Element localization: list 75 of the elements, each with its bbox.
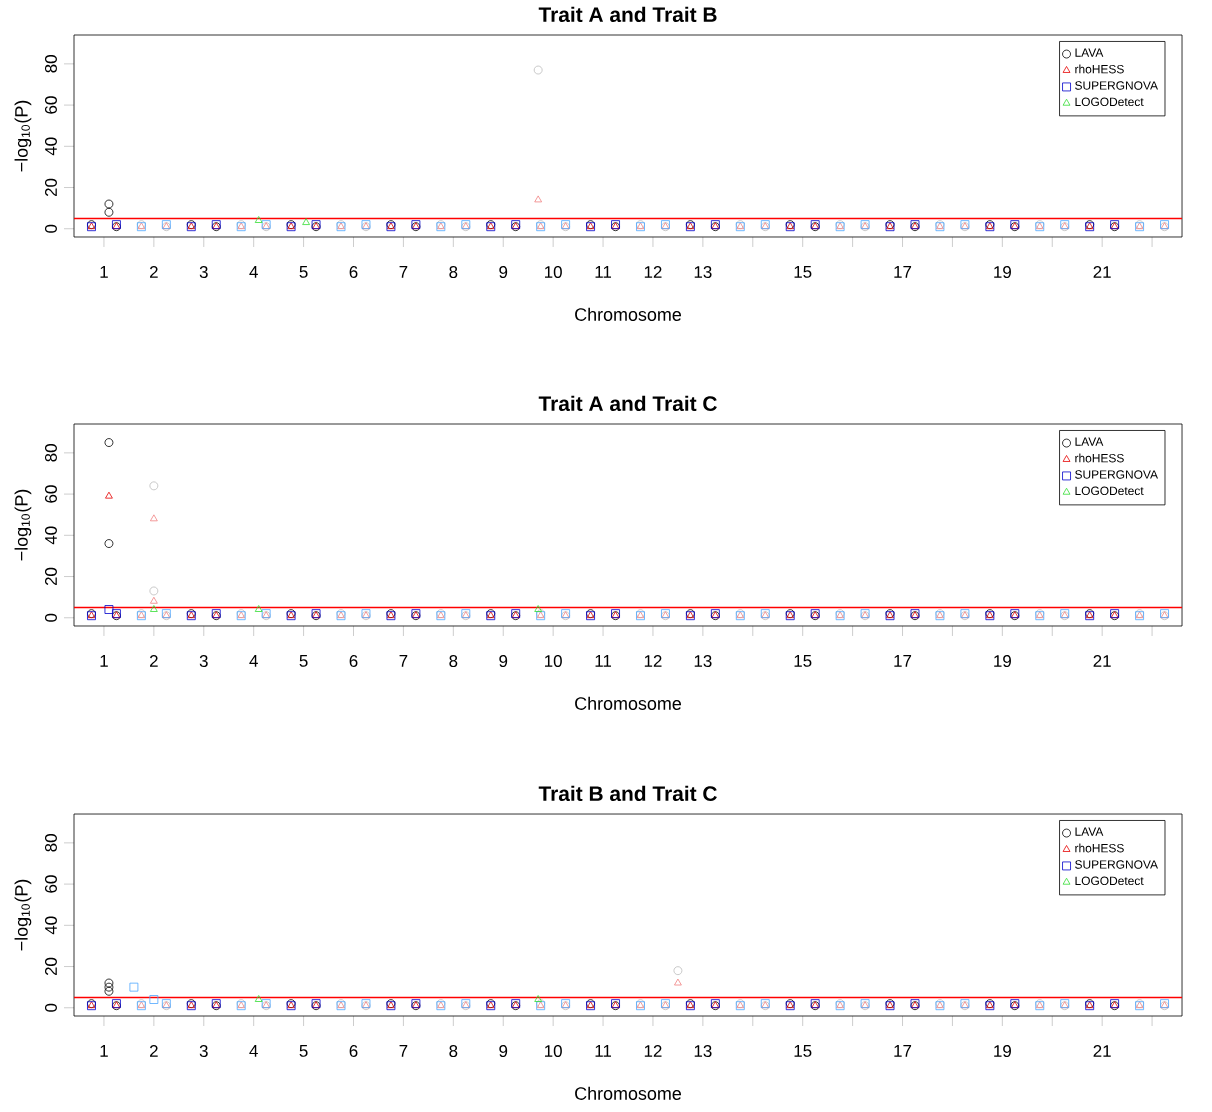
y-tick-label: 60 [44, 875, 57, 893]
y-tick-label: 60 [44, 96, 57, 114]
x-tick-label: 9 [499, 655, 508, 668]
x-tick-label: 17 [894, 266, 912, 278]
chart-title: Trait A and Trait B [538, 6, 717, 23]
x-tick-label: 9 [499, 266, 508, 279]
x-tick-label: 12 [644, 266, 662, 278]
x-tick-label: 10 [545, 655, 562, 668]
x-tick-label: 4 [249, 1045, 258, 1057]
x-tick-label: 17 [894, 1045, 912, 1057]
chart-title: Trait A and Trait C [538, 395, 717, 412]
x-tick-label: 19 [994, 1045, 1011, 1058]
x-tick-label: 4 [249, 655, 258, 667]
x-tick-label: 7 [399, 655, 408, 667]
y-axis-title: −log$_{10}$(P) [14, 489, 32, 561]
x-tick-label: 6 [349, 655, 358, 668]
x-tick-label: 15 [794, 655, 812, 667]
y-axis-title: −log$_{10}$(P) [14, 879, 32, 951]
x-tick-label: 6 [349, 266, 358, 279]
x-tick-label: 3 [199, 266, 208, 279]
x-tick-label: 5 [299, 655, 308, 667]
y-tick-label: 60 [44, 485, 57, 503]
x-tick-label: 17 [894, 655, 912, 667]
x-tick-label: 3 [199, 1045, 208, 1058]
y-tick-label: 80 [44, 55, 57, 73]
x-tick-label: 7 [399, 1045, 408, 1057]
x-tick-label: 5 [299, 266, 308, 278]
y-tick-label: 40 [44, 916, 57, 935]
y-tick-label: 40 [44, 137, 57, 156]
x-tick-label: 13 [694, 655, 712, 668]
x-tick-label: 8 [449, 1045, 458, 1058]
x-tick-label: 1 [100, 1045, 108, 1057]
x-tick-label: 2 [149, 266, 158, 278]
y-tick-label: 0 [44, 1003, 57, 1012]
x-tick-label: 6 [349, 1045, 358, 1058]
x-tick-label: 4 [249, 266, 258, 278]
x-axis-title: Chromosome [575, 1086, 682, 1100]
x-tick-label: 10 [545, 1045, 562, 1058]
x-tick-label: 9 [499, 1045, 508, 1058]
y-tick-label: 80 [44, 444, 57, 462]
x-tick-label: 21 [1093, 266, 1111, 278]
x-tick-label: 15 [794, 1045, 812, 1057]
x-tick-label: 2 [149, 655, 158, 667]
x-tick-label: 3 [199, 655, 208, 668]
y-tick-label: 0 [44, 613, 57, 622]
x-axis-title: Chromosome [575, 696, 682, 710]
y-tick-label: 40 [44, 526, 57, 545]
x-tick-label: 15 [794, 266, 812, 278]
x-tick-label: 13 [694, 266, 712, 279]
x-tick-label: 21 [1093, 1045, 1111, 1057]
x-tick-label: 19 [994, 266, 1011, 279]
x-tick-label: 5 [299, 1045, 308, 1057]
x-tick-label: 11 [595, 655, 612, 667]
y-tick-label: 20 [44, 178, 57, 197]
y-tick-label: 20 [44, 957, 57, 976]
x-tick-label: 11 [595, 266, 612, 278]
x-tick-label: 7 [399, 266, 408, 278]
x-tick-label: 10 [545, 266, 562, 279]
chart-title: Trait B and Trait C [538, 785, 717, 802]
y-tick-label: 80 [44, 834, 57, 852]
x-tick-label: 1 [100, 655, 108, 667]
x-tick-label: 8 [449, 655, 458, 668]
y-tick-label: 0 [44, 224, 57, 233]
x-tick-label: 2 [149, 1045, 158, 1057]
x-tick-label: 12 [644, 1045, 662, 1057]
x-tick-label: 13 [694, 1045, 712, 1058]
x-tick-label: 21 [1093, 655, 1111, 667]
x-tick-label: 8 [449, 266, 458, 279]
x-tick-label: 1 [100, 266, 108, 278]
x-tick-label: 11 [595, 1045, 612, 1057]
x-tick-label: 12 [644, 655, 662, 667]
y-tick-label: 20 [44, 567, 57, 586]
y-axis-title: −log$_{10}$(P) [14, 100, 32, 172]
x-tick-label: 19 [994, 655, 1011, 668]
x-axis-title: Chromosome [575, 307, 682, 321]
